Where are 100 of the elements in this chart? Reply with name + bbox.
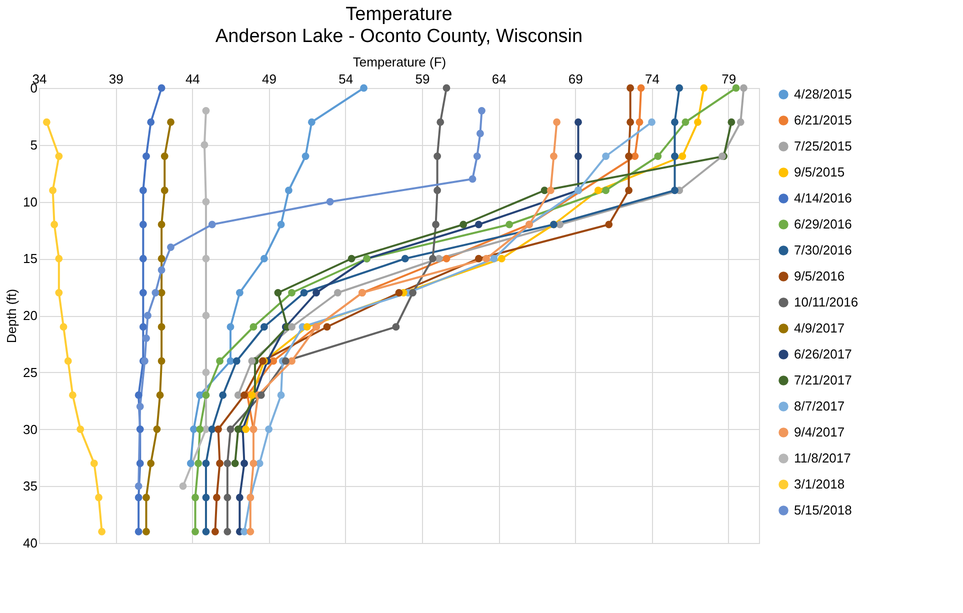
- point: [250, 460, 258, 468]
- point: [134, 528, 142, 536]
- point: [553, 118, 560, 126]
- point: [211, 528, 219, 536]
- legend-label: 6/26/2017: [794, 346, 852, 362]
- y-tick-label: 40: [23, 536, 38, 550]
- point: [326, 198, 334, 206]
- x-tick-label: 54: [338, 72, 354, 86]
- point: [277, 391, 285, 399]
- point: [240, 460, 248, 468]
- point: [136, 426, 144, 433]
- point: [260, 323, 268, 331]
- point: [50, 220, 58, 228]
- point: [202, 391, 210, 399]
- point: [216, 357, 224, 365]
- legend-label: 8/7/2017: [794, 398, 845, 414]
- point: [428, 254, 436, 262]
- point: [142, 494, 150, 502]
- point: [594, 186, 602, 194]
- point: [442, 254, 450, 262]
- point: [284, 186, 292, 194]
- point: [139, 254, 147, 262]
- point: [226, 426, 234, 433]
- point: [626, 84, 634, 92]
- point: [186, 460, 194, 468]
- y-tick-label: 20: [23, 308, 38, 323]
- point: [260, 254, 268, 262]
- point: [49, 186, 56, 194]
- point: [700, 84, 708, 92]
- x-tick-label: 39: [108, 72, 124, 86]
- point: [490, 254, 498, 262]
- legend-label: 11/8/2017: [794, 450, 851, 466]
- legend-label: 7/25/2015: [794, 138, 852, 154]
- point: [506, 220, 514, 228]
- point: [152, 289, 160, 296]
- point: [208, 220, 216, 228]
- point: [158, 254, 166, 262]
- x-tick-label: 79: [722, 72, 736, 86]
- point: [671, 152, 678, 160]
- point: [401, 254, 409, 262]
- point: [694, 118, 702, 126]
- point: [231, 460, 239, 468]
- point: [153, 426, 161, 433]
- point: [434, 152, 442, 160]
- point: [288, 323, 296, 331]
- point: [98, 528, 106, 536]
- point: [139, 186, 147, 194]
- legend-label: 6/29/2016: [794, 216, 852, 232]
- legend-label: 9/5/2016: [794, 268, 845, 284]
- point: [274, 289, 282, 296]
- point: [160, 152, 168, 160]
- point: [158, 289, 166, 296]
- point: [134, 391, 142, 399]
- point: [392, 323, 400, 331]
- point: [142, 334, 150, 342]
- point: [540, 186, 548, 194]
- point: [468, 175, 476, 183]
- point: [158, 266, 166, 274]
- point: [200, 141, 208, 149]
- chart-title: Temperature: [346, 4, 452, 25]
- point: [202, 494, 210, 502]
- point: [64, 357, 72, 365]
- legend-label: 10/11/2016: [794, 294, 858, 310]
- x-tick-label: 74: [645, 72, 660, 86]
- legend-label: 4/28/2015: [794, 86, 852, 102]
- point: [202, 198, 210, 206]
- point: [226, 323, 234, 331]
- legend-label: 6/21/2015: [794, 112, 852, 128]
- point: [216, 460, 224, 468]
- point: [142, 152, 150, 160]
- point: [360, 84, 368, 92]
- legend-label: 3/1/2018: [794, 476, 845, 492]
- point: [257, 391, 265, 399]
- point: [302, 152, 310, 160]
- point: [671, 186, 678, 194]
- point: [55, 254, 63, 262]
- point: [682, 118, 690, 126]
- point: [303, 323, 311, 331]
- point: [282, 357, 290, 365]
- point: [602, 152, 610, 160]
- point: [192, 528, 199, 536]
- point: [460, 220, 468, 228]
- point: [212, 494, 220, 502]
- point: [202, 312, 210, 320]
- point: [473, 152, 481, 160]
- point: [348, 254, 356, 262]
- point: [90, 460, 98, 468]
- y-tick-label: 35: [23, 478, 38, 494]
- point: [482, 254, 490, 262]
- point: [626, 118, 634, 126]
- point: [234, 391, 242, 399]
- point: [637, 84, 645, 92]
- point: [224, 460, 232, 468]
- legend-label: 4/14/2016: [794, 190, 852, 206]
- point: [179, 482, 187, 490]
- point: [194, 460, 202, 468]
- y-tick-label: 15: [23, 251, 38, 266]
- x-tick-label: 59: [415, 72, 430, 86]
- point: [234, 426, 242, 433]
- chart-subtitle: Anderson Lake - Oconto County, Wisconsin: [215, 26, 583, 47]
